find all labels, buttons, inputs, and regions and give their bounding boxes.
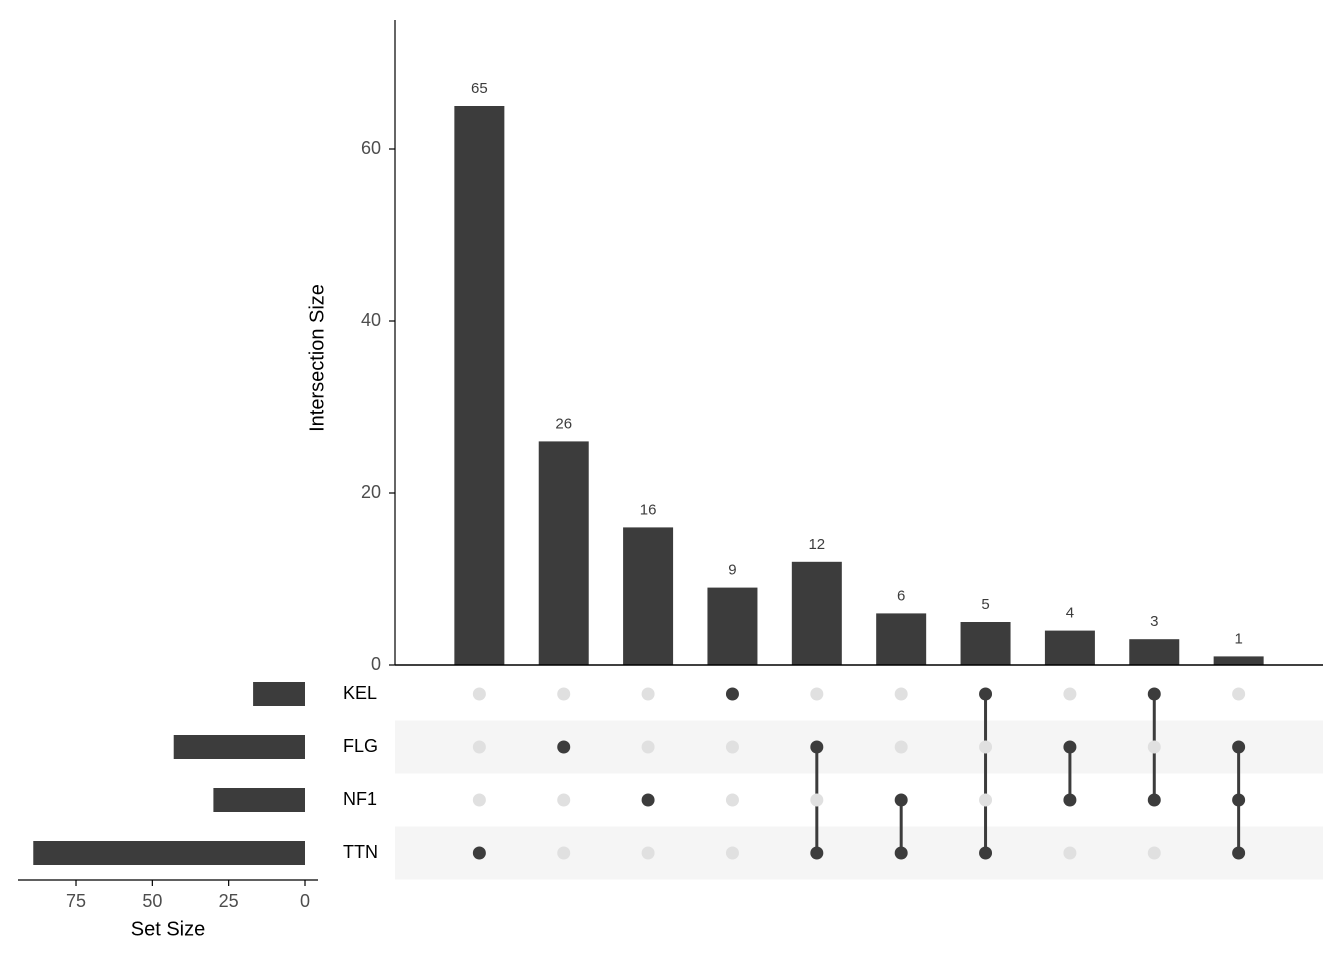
matrix-dot-active: [894, 793, 908, 807]
matrix-dot-inactive: [557, 793, 571, 807]
set-size-bar: [173, 735, 305, 759]
y-tick-label: 0: [371, 654, 381, 674]
row-stripe: [395, 826, 1323, 880]
matrix-dot-inactive: [557, 846, 571, 860]
matrix-dot-active: [1147, 687, 1161, 701]
matrix-dot-inactive: [810, 687, 824, 701]
matrix-dot-inactive: [641, 846, 655, 860]
bar: [1129, 639, 1180, 665]
matrix-dot-active: [1232, 740, 1246, 754]
bar: [454, 106, 505, 665]
matrix-dot-active: [1063, 793, 1077, 807]
value-label: 26: [555, 415, 572, 432]
value-label: 12: [808, 536, 825, 553]
matrix-dot-active: [979, 687, 993, 701]
set-label: FLG: [343, 736, 378, 756]
value-label: 5: [981, 596, 989, 613]
value-label: 16: [640, 501, 657, 518]
matrix-dot-inactive: [1063, 687, 1077, 701]
x-axis-title: Set Size: [131, 918, 205, 940]
value-label: 3: [1150, 613, 1158, 630]
matrix-dot-active: [1232, 846, 1246, 860]
matrix-dot-inactive: [725, 846, 739, 860]
matrix-dot-inactive: [641, 687, 655, 701]
matrix-dot-active: [472, 846, 486, 860]
matrix-dot-inactive: [979, 740, 993, 754]
y-tick-label: 60: [361, 138, 381, 158]
matrix-dot-active: [1147, 793, 1161, 807]
value-label: 4: [1066, 605, 1074, 622]
set-label: KEL: [343, 683, 377, 703]
matrix-dot-active: [641, 793, 655, 807]
set-tick-label: 25: [219, 891, 239, 911]
bar: [538, 441, 589, 665]
matrix-dot-inactive: [1232, 687, 1246, 701]
value-label: 9: [728, 562, 736, 579]
set-size-bar: [253, 682, 305, 706]
matrix-dot-inactive: [894, 687, 908, 701]
matrix-dot-inactive: [725, 740, 739, 754]
matrix-dot-active: [725, 687, 739, 701]
matrix-dot-active: [1063, 740, 1077, 754]
set-label: TTN: [343, 842, 378, 862]
bar: [960, 622, 1011, 665]
bar: [623, 527, 674, 665]
matrix-dot-inactive: [810, 793, 824, 807]
row-stripe: [395, 720, 1323, 774]
y-axis-title: Intersection Size: [306, 284, 328, 432]
value-label: 1: [1234, 630, 1242, 647]
matrix-dot-active: [557, 740, 571, 754]
matrix-dot-inactive: [472, 793, 486, 807]
matrix-dot-active: [894, 846, 908, 860]
matrix-dot-active: [1232, 793, 1246, 807]
set-size-bar: [213, 788, 305, 812]
y-tick-label: 40: [361, 310, 381, 330]
bar: [707, 587, 758, 665]
bar: [791, 561, 842, 665]
matrix-dot-active: [979, 846, 993, 860]
matrix-dot-inactive: [472, 687, 486, 701]
matrix-dot-inactive: [1147, 740, 1161, 754]
set-size-bar: [33, 841, 305, 865]
matrix-dot-inactive: [725, 793, 739, 807]
matrix-dot-inactive: [472, 740, 486, 754]
matrix-dot-inactive: [894, 740, 908, 754]
matrix-dot-inactive: [641, 740, 655, 754]
bar: [1044, 630, 1095, 665]
bar: [876, 613, 927, 665]
matrix-dot-active: [810, 740, 824, 754]
value-label: 6: [897, 587, 905, 604]
matrix-dot-inactive: [557, 687, 571, 701]
value-label: 65: [471, 80, 488, 97]
set-tick-label: 50: [142, 891, 162, 911]
matrix-dot-inactive: [1063, 846, 1077, 860]
matrix-dot-inactive: [1147, 846, 1161, 860]
set-label: NF1: [343, 789, 377, 809]
bar: [1213, 656, 1264, 665]
matrix-dot-active: [810, 846, 824, 860]
y-tick-label: 20: [361, 482, 381, 502]
set-tick-label: 75: [66, 891, 86, 911]
set-tick-label: 0: [300, 891, 310, 911]
matrix-dot-inactive: [979, 793, 993, 807]
